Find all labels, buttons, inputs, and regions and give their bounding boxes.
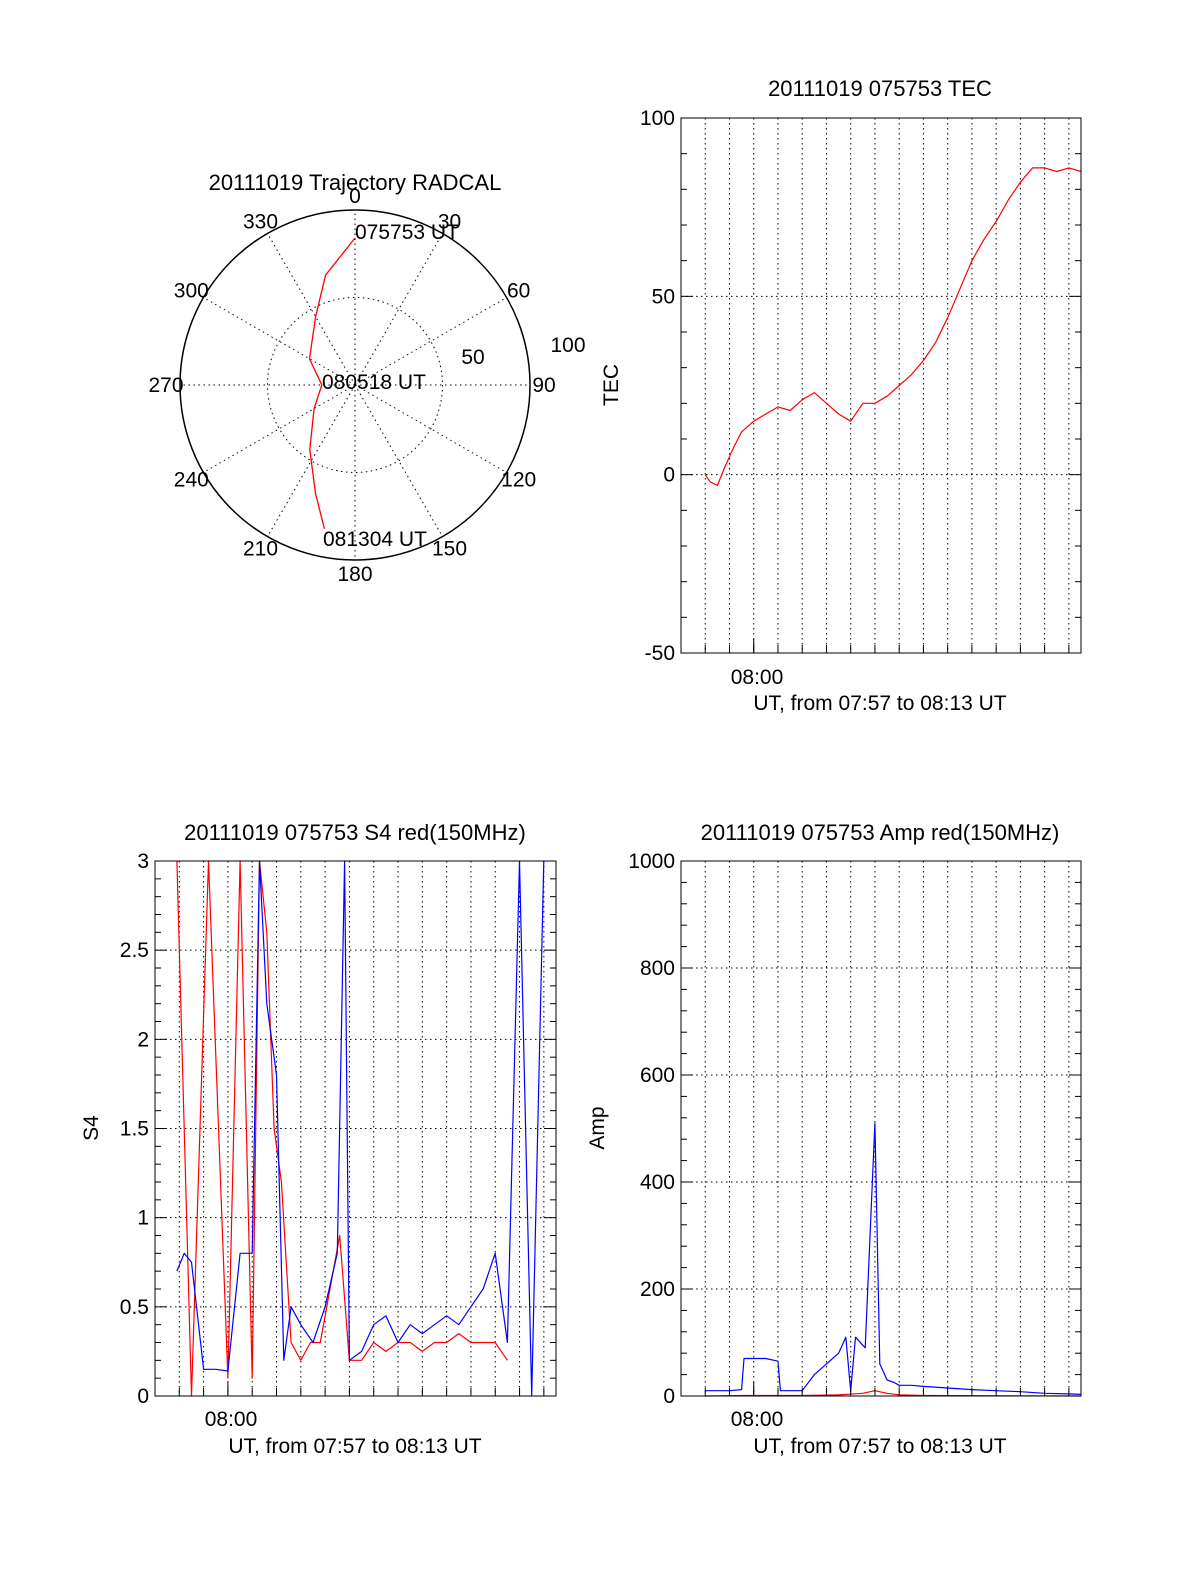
amp-x-tick-label: 08:00	[731, 1408, 784, 1431]
amp-y-tick-label: 200	[640, 1278, 675, 1301]
tec-title: 20111019 075753 TEC	[768, 76, 992, 101]
polar-angle-label: 120	[501, 469, 536, 492]
polar-spoke	[354, 233, 443, 386]
amp-y-tick-label: 1000	[628, 850, 675, 873]
polar-angle-label: 0	[349, 185, 361, 208]
s4-y-tick-label: 2	[137, 1028, 149, 1051]
s4-y-axis-label: S4	[80, 1115, 103, 1141]
tec-y-tick-label: 0	[663, 464, 675, 487]
amp-title: 20111019 075753 Amp red(150MHz)	[701, 820, 1060, 845]
polar-radius-label: 100	[550, 334, 585, 357]
tec-x-axis-label: UT, from 07:57 to 08:13 UT	[753, 692, 1006, 715]
polar-angle-label: 180	[337, 563, 372, 586]
polar-annotation-start: 075753 UT	[355, 221, 459, 244]
polar-spoke	[354, 384, 443, 537]
polar-spoke	[267, 233, 356, 386]
amp-y-tick-label: 0	[663, 1385, 675, 1408]
tec-plot-frame	[680, 117, 1082, 654]
amp-series-line-0	[705, 1122, 1082, 1395]
polar-spoke	[267, 384, 356, 537]
tec-y-tick-label: 100	[640, 107, 675, 130]
amp-chart: 20111019 075753 Amp red(150MHz) 0 200 400 6…	[586, 820, 1082, 1458]
polar-annotation-mid: 080518 UT	[322, 371, 426, 394]
amp-y-axis-label: Amp	[586, 1106, 609, 1149]
polar-ring-50	[267, 297, 443, 473]
s4-title: 20111019 075753 S4 red(150MHz)	[184, 820, 526, 845]
polar-spoke	[203, 384, 356, 473]
polar-spoke	[354, 384, 507, 473]
polar-title: 20111019 Trajectory RADCAL	[209, 170, 502, 195]
polar-angle-label: 270	[148, 374, 183, 397]
trajectory-line	[308, 237, 356, 529]
tec-y-axis-label: TEC	[600, 364, 623, 406]
amp-y-tick-label: 600	[640, 1064, 675, 1087]
polar-annotation-end: 081304 UT	[323, 528, 427, 551]
s4-chart: 20111019 075753 S4 red(150MHz) 0 0.5 1 1.5 2…	[80, 820, 557, 1458]
amp-y-tick-label: 800	[640, 957, 675, 980]
polar-outer-circle	[179, 209, 531, 561]
s4-x-axis-label: UT, from 07:57 to 08:13 UT	[228, 1435, 481, 1458]
amp-x-axis-label: UT, from 07:57 to 08:13 UT	[753, 1435, 1006, 1458]
polar-spoke	[203, 297, 356, 386]
s4-y-tick-label: 3	[137, 850, 149, 873]
polar-angle-label: 240	[174, 469, 209, 492]
polar-angle-label: 210	[243, 538, 278, 561]
s4-y-tick-label: 0	[137, 1385, 149, 1408]
s4-y-tick-label: 0.5	[120, 1296, 149, 1319]
tec-series-line-0	[704, 167, 1082, 486]
polar-angle-label: 300	[174, 280, 209, 303]
trajectory-polar-plot: 20111019 Trajectory RADCAL 0 30 60 90 120 150…	[148, 170, 585, 586]
polar-angle-label: 30	[438, 210, 461, 233]
polar-angle-label: 330	[243, 210, 278, 233]
polar-spoke	[354, 297, 507, 386]
amp-plot-frame	[680, 860, 1082, 1397]
s4-y-tick-label: 1.5	[120, 1118, 149, 1141]
polar-angle-label: 60	[507, 280, 530, 303]
s4-y-tick-label: 2.5	[120, 939, 149, 962]
amp-y-tick-label: 400	[640, 1171, 675, 1194]
tec-y-tick-label: 50	[652, 285, 675, 308]
s4-y-tick-label: 1	[137, 1207, 149, 1230]
polar-radius-label: 50	[461, 346, 484, 369]
tec-x-tick-label: 08:00	[731, 666, 784, 689]
polar-angle-label: 150	[432, 538, 467, 561]
s4-x-tick-label: 08:00	[205, 1408, 258, 1431]
tec-y-tick-label: -50	[645, 642, 675, 665]
polar-angle-label: 90	[532, 374, 555, 397]
